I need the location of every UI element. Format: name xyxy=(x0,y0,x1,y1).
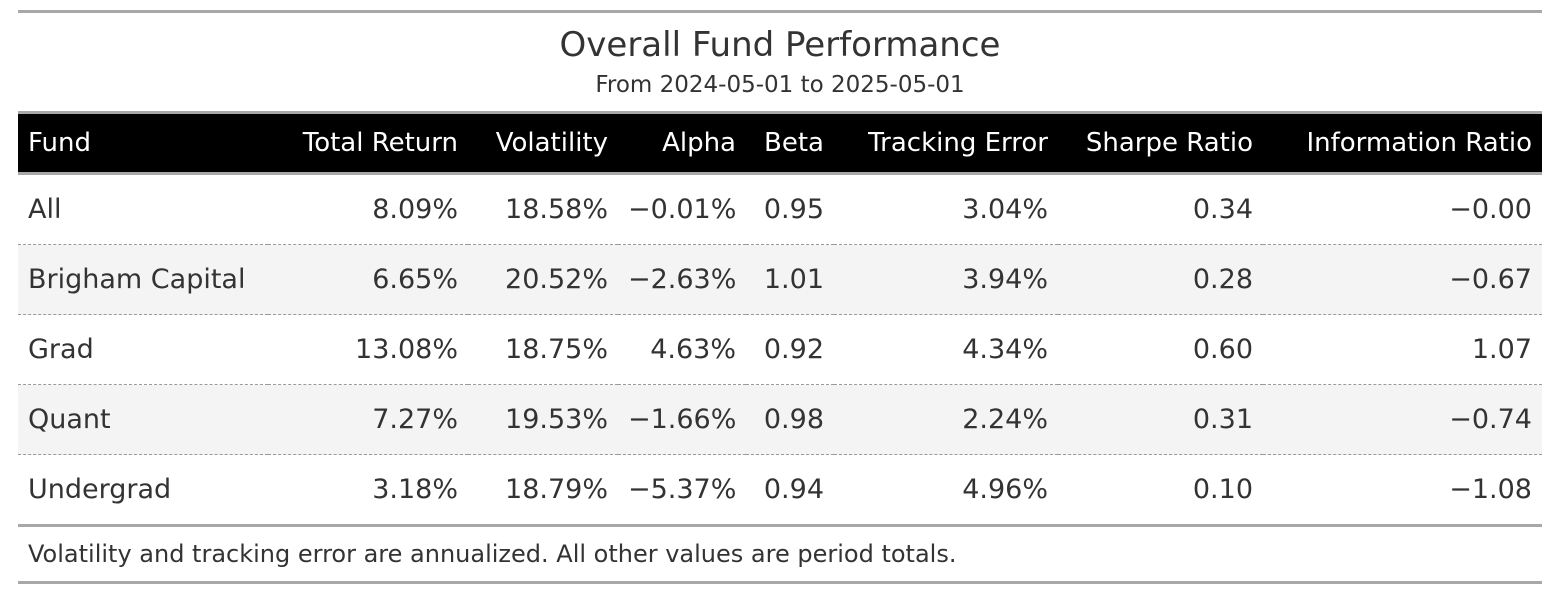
cell-alpha: −0.01% xyxy=(618,173,746,245)
cell-volatility: 18.58% xyxy=(468,173,618,245)
cell-tracking-error: 2.24% xyxy=(834,384,1058,455)
cell-volatility: 18.79% xyxy=(468,454,618,527)
col-header-tracking-error: Tracking Error xyxy=(834,111,1058,175)
table-row: Quant 7.27% 19.53% −1.66% 0.98 2.24% 0.3… xyxy=(18,384,1542,455)
cell-sharpe-ratio: 0.34 xyxy=(1058,173,1263,245)
cell-fund: Brigham Capital xyxy=(18,244,268,315)
cell-tracking-error: 3.94% xyxy=(834,244,1058,315)
table-row: Grad 13.08% 18.75% 4.63% 0.92 4.34% 0.60… xyxy=(18,314,1542,385)
cell-tracking-error: 4.34% xyxy=(834,314,1058,385)
cell-sharpe-ratio: 0.10 xyxy=(1058,454,1263,527)
cell-beta: 1.01 xyxy=(746,244,834,315)
cell-fund: Grad xyxy=(18,314,268,385)
col-header-sharpe-ratio: Sharpe Ratio xyxy=(1058,111,1263,175)
cell-total-return: 13.08% xyxy=(268,314,468,385)
cell-fund: All xyxy=(18,173,268,245)
table-subtitle: From 2024-05-01 to 2025-05-01 xyxy=(595,72,965,98)
performance-table: Fund Total Return Volatility Alpha Beta … xyxy=(18,111,1542,527)
cell-alpha: −5.37% xyxy=(618,454,746,527)
cell-sharpe-ratio: 0.31 xyxy=(1058,384,1263,455)
cell-alpha: −1.66% xyxy=(618,384,746,455)
col-header-alpha: Alpha xyxy=(618,111,746,175)
table-title: Overall Fund Performance xyxy=(559,25,1001,65)
col-header-volatility: Volatility xyxy=(468,111,618,175)
cell-fund: Quant xyxy=(18,384,268,455)
cell-beta: 0.94 xyxy=(746,454,834,527)
cell-fund: Undergrad xyxy=(18,454,268,527)
cell-beta: 0.95 xyxy=(746,173,834,245)
cell-volatility: 19.53% xyxy=(468,384,618,455)
cell-total-return: 8.09% xyxy=(268,173,468,245)
cell-volatility: 18.75% xyxy=(468,314,618,385)
table-row: All 8.09% 18.58% −0.01% 0.95 3.04% 0.34 … xyxy=(18,173,1542,245)
cell-alpha: 4.63% xyxy=(618,314,746,385)
header-row: Fund Total Return Volatility Alpha Beta … xyxy=(18,111,1542,175)
table-row: Brigham Capital 6.65% 20.52% −2.63% 1.01… xyxy=(18,244,1542,315)
cell-beta: 0.92 xyxy=(746,314,834,385)
cell-information-ratio: −0.00 xyxy=(1263,173,1542,245)
cell-total-return: 7.27% xyxy=(268,384,468,455)
col-header-total-return: Total Return xyxy=(268,111,468,175)
top-rule xyxy=(18,10,1542,13)
cell-information-ratio: −1.08 xyxy=(1263,454,1542,527)
cell-tracking-error: 3.04% xyxy=(834,173,1058,245)
col-header-fund: Fund xyxy=(18,111,268,175)
cell-information-ratio: −0.74 xyxy=(1263,384,1542,455)
cell-beta: 0.98 xyxy=(746,384,834,455)
cell-tracking-error: 4.96% xyxy=(834,454,1058,527)
col-header-information-ratio: Information Ratio xyxy=(1263,111,1542,175)
cell-sharpe-ratio: 0.28 xyxy=(1058,244,1263,315)
cell-total-return: 6.65% xyxy=(268,244,468,315)
table-footnote: Volatility and tracking error are annual… xyxy=(18,527,1542,584)
table-row: Undergrad 3.18% 18.79% −5.37% 0.94 4.96%… xyxy=(18,454,1542,527)
cell-total-return: 3.18% xyxy=(268,454,468,527)
performance-table-container: Overall Fund Performance From 2024-05-01… xyxy=(18,10,1542,584)
cell-alpha: −2.63% xyxy=(618,244,746,315)
col-header-beta: Beta xyxy=(746,111,834,175)
cell-information-ratio: −0.67 xyxy=(1263,244,1542,315)
cell-sharpe-ratio: 0.60 xyxy=(1058,314,1263,385)
cell-volatility: 20.52% xyxy=(468,244,618,315)
cell-information-ratio: 1.07 xyxy=(1263,314,1542,385)
